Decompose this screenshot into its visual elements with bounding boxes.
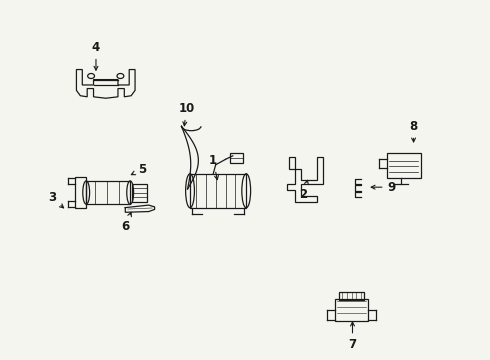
Text: 9: 9 <box>371 181 396 194</box>
Bar <box>190 174 246 208</box>
Text: 2: 2 <box>299 180 308 201</box>
Text: 4: 4 <box>92 41 100 70</box>
Bar <box>75 177 86 208</box>
Text: 1: 1 <box>209 154 219 180</box>
Bar <box>132 184 147 202</box>
Bar <box>230 153 243 163</box>
Text: 8: 8 <box>410 120 417 142</box>
Text: 6: 6 <box>121 212 131 233</box>
Bar <box>335 299 368 320</box>
Text: 7: 7 <box>348 322 357 351</box>
Bar <box>387 153 421 178</box>
Text: 5: 5 <box>131 163 147 176</box>
Bar <box>339 292 364 300</box>
Text: 3: 3 <box>48 192 64 208</box>
Bar <box>86 181 130 204</box>
Text: 10: 10 <box>178 102 195 126</box>
